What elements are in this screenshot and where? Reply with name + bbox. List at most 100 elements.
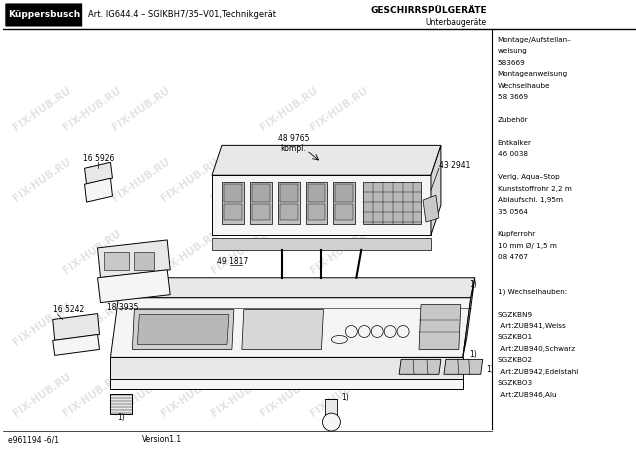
Polygon shape [444, 360, 483, 374]
Text: Art:ZUB942,Edelstahl: Art:ZUB942,Edelstahl [497, 369, 578, 375]
Text: FIX-HUB.RU: FIX-HUB.RU [209, 228, 271, 275]
Text: 46 0038: 46 0038 [497, 151, 528, 158]
Text: GESCHIRRSPÜLGERÄTE: GESCHIRRSPÜLGERÄTE [370, 6, 487, 15]
Text: FIX-HUB.RU: FIX-HUB.RU [308, 300, 370, 347]
Text: 16 5242: 16 5242 [53, 305, 84, 314]
Polygon shape [118, 278, 474, 297]
Polygon shape [137, 315, 229, 344]
Polygon shape [132, 310, 234, 349]
Bar [333, 182, 356, 224]
Polygon shape [97, 270, 170, 303]
Text: 1) Wechselhauben:: 1) Wechselhauben: [497, 289, 567, 295]
Text: Montageanweisung: Montageanweisung [497, 71, 568, 77]
Bar [335, 184, 354, 202]
Bar [222, 182, 244, 224]
Bar [134, 252, 155, 270]
Polygon shape [423, 195, 439, 222]
Polygon shape [463, 278, 474, 357]
Text: Entkalker: Entkalker [497, 140, 532, 146]
Text: Wechselhaube: Wechselhaube [497, 83, 550, 89]
Bar [326, 399, 338, 419]
Bar [280, 204, 298, 220]
Text: Version1.1: Version1.1 [142, 436, 183, 445]
Text: 43 2941: 43 2941 [439, 161, 470, 170]
Text: FIX-HUB.RU: FIX-HUB.RU [11, 85, 73, 132]
Text: FIX-HUB.RU: FIX-HUB.RU [209, 300, 271, 347]
Polygon shape [399, 360, 441, 374]
Text: FIX-HUB.RU: FIX-HUB.RU [160, 157, 221, 204]
Text: FIX-HUB.RU: FIX-HUB.RU [61, 372, 123, 419]
Text: 1): 1) [469, 350, 476, 359]
Text: 49 1817: 49 1817 [217, 257, 248, 266]
Polygon shape [85, 178, 113, 202]
Polygon shape [53, 334, 99, 356]
Polygon shape [85, 162, 113, 184]
Bar [308, 184, 326, 202]
Text: FIX-HUB.RU: FIX-HUB.RU [61, 300, 123, 347]
Text: 08 4767: 08 4767 [497, 254, 528, 261]
Text: 35 0564: 35 0564 [497, 209, 528, 215]
Polygon shape [212, 238, 431, 250]
Bar [278, 182, 300, 224]
Bar [280, 184, 298, 202]
Polygon shape [111, 357, 463, 379]
Polygon shape [212, 145, 441, 175]
Text: SGZKBN9: SGZKBN9 [497, 311, 533, 318]
Text: FIX-HUB.RU: FIX-HUB.RU [111, 300, 172, 347]
Text: Kunststoffrohr 2,2 m: Kunststoffrohr 2,2 m [497, 186, 572, 192]
Text: FIX-HUB.RU: FIX-HUB.RU [308, 157, 370, 204]
Text: 583669: 583669 [497, 60, 525, 66]
Text: FIX-HUB.RU: FIX-HUB.RU [209, 157, 271, 204]
Text: Art:ZUB941,Weiss: Art:ZUB941,Weiss [497, 323, 565, 329]
Text: 1): 1) [342, 393, 349, 402]
Text: 1): 1) [118, 413, 125, 422]
Text: FIX-HUB.RU: FIX-HUB.RU [259, 157, 320, 204]
Text: Küppersbusch: Küppersbusch [8, 10, 80, 19]
Text: 1): 1) [469, 280, 476, 289]
Text: Art. IG644.4 – SGIKBH7/35–V01,Technikgerät: Art. IG644.4 – SGIKBH7/35–V01,Technikger… [88, 10, 275, 19]
Text: FIX-HUB.RU: FIX-HUB.RU [209, 372, 271, 419]
Text: FIX-HUB.RU: FIX-HUB.RU [259, 372, 320, 419]
Bar [335, 204, 354, 220]
Bar [363, 182, 421, 224]
Text: Art:ZUB940,Schwarz: Art:ZUB940,Schwarz [497, 346, 575, 352]
Text: FIX-HUB.RU: FIX-HUB.RU [308, 228, 370, 275]
Circle shape [322, 413, 340, 431]
Text: FIX-HUB.RU: FIX-HUB.RU [11, 300, 73, 347]
Text: FIX-HUB.RU: FIX-HUB.RU [61, 85, 123, 132]
Polygon shape [53, 314, 99, 341]
Polygon shape [111, 379, 463, 389]
Polygon shape [419, 305, 461, 349]
Text: Zubehör: Zubehör [497, 117, 529, 123]
Text: FIX-HUB.RU: FIX-HUB.RU [111, 85, 172, 132]
Bar [3, 1, 636, 29]
Text: SGZKBO2: SGZKBO2 [497, 357, 533, 364]
Text: FIX-HUB.RU: FIX-HUB.RU [111, 157, 172, 204]
Bar [104, 252, 129, 270]
Text: 18 3935: 18 3935 [107, 303, 138, 312]
Text: FIX-HUB.RU: FIX-HUB.RU [111, 372, 172, 419]
Text: FIX-HUB.RU: FIX-HUB.RU [259, 85, 320, 132]
Text: FIX-HUB.RU: FIX-HUB.RU [308, 85, 370, 132]
Text: SGZKBO1: SGZKBO1 [497, 334, 533, 341]
Text: 16 5926: 16 5926 [83, 154, 114, 163]
Polygon shape [242, 310, 324, 349]
Polygon shape [212, 175, 431, 235]
Bar [224, 184, 242, 202]
Text: 58 3669: 58 3669 [497, 94, 528, 100]
Bar [250, 182, 272, 224]
Text: SGZKBO3: SGZKBO3 [497, 380, 533, 386]
Bar [252, 184, 270, 202]
Text: Montage/Aufstellan–: Montage/Aufstellan– [497, 37, 571, 43]
Text: Verlg. Aqua–Stop: Verlg. Aqua–Stop [497, 174, 560, 180]
Text: FIX-HUB.RU: FIX-HUB.RU [160, 228, 221, 275]
Text: Ablaufschl. 1,95m: Ablaufschl. 1,95m [497, 197, 563, 203]
Text: FIX-HUB.RU: FIX-HUB.RU [308, 372, 370, 419]
Polygon shape [97, 240, 170, 278]
Bar [308, 204, 326, 220]
FancyBboxPatch shape [5, 3, 83, 27]
Bar [305, 182, 328, 224]
Text: FIX-HUB.RU: FIX-HUB.RU [11, 157, 73, 204]
Text: FIX-HUB.RU: FIX-HUB.RU [160, 300, 221, 347]
Text: 1): 1) [486, 365, 494, 374]
